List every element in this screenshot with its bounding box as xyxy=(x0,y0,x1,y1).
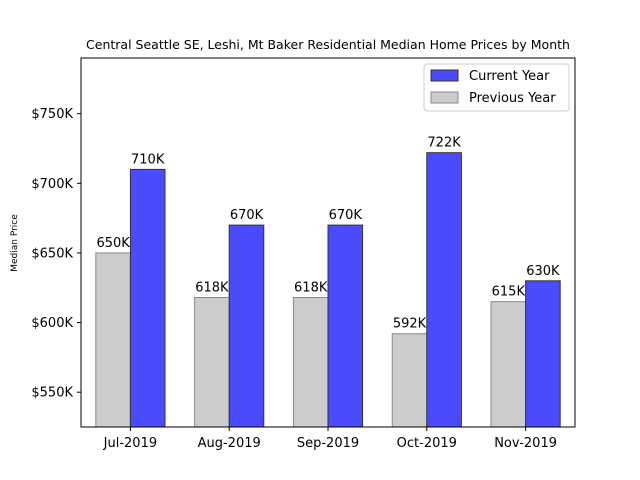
bar-previous-year-aug-2019 xyxy=(194,297,230,428)
data-label-previous-year-oct-2019: 592K xyxy=(393,317,427,332)
y-axis: $550K $600K $650K $700K $750K xyxy=(31,107,81,401)
legend-swatch xyxy=(430,69,459,82)
bar-previous-year-sep-2019 xyxy=(292,297,329,428)
data-label-current-year-nov-2019: 630K xyxy=(526,264,560,279)
bars-group xyxy=(95,152,561,428)
data-label-previous-year-aug-2019: 618K xyxy=(195,281,229,296)
y-axis-label: Median Price xyxy=(10,214,20,272)
legend-label: Previous Year xyxy=(469,91,556,106)
x-tick-label: Oct-2019 xyxy=(397,436,457,451)
bar-current-year-sep-2019 xyxy=(327,224,364,428)
data-label-previous-year-nov-2019: 615K xyxy=(492,285,526,300)
x-tick-label: Jul-2019 xyxy=(103,436,157,451)
chart-title: Central Seattle SE, Leshi, Mt Baker Resi… xyxy=(86,37,570,52)
y-tick-label: $550K xyxy=(31,386,73,401)
bar-current-year-aug-2019 xyxy=(228,224,265,428)
data-label-current-year-oct-2019: 722K xyxy=(427,136,461,151)
legend-label: Current Year xyxy=(469,69,550,84)
x-axis: Jul-2019 Aug-2019 Sep-2019 Oct-2019 Nov-2019 xyxy=(103,427,557,451)
data-label-previous-year-jul-2019: 650K xyxy=(96,236,130,251)
legend-swatch xyxy=(430,91,459,104)
x-tick-label: Aug-2019 xyxy=(198,436,261,451)
y-tick-label: $650K xyxy=(31,246,73,261)
y-tick-label: $750K xyxy=(31,107,73,122)
bar-previous-year-jul-2019 xyxy=(95,252,131,428)
bar-previous-year-oct-2019 xyxy=(391,333,428,428)
x-tick-label: Nov-2019 xyxy=(494,436,557,451)
legend: Current Year Previous Year xyxy=(423,63,570,112)
bar-previous-year-nov-2019 xyxy=(490,301,527,428)
bar-current-year-oct-2019 xyxy=(426,152,462,428)
bar-current-year-nov-2019 xyxy=(525,280,561,428)
legend-box xyxy=(423,63,570,112)
data-label-current-year-jul-2019: 710K xyxy=(131,152,165,167)
data-label-current-year-sep-2019: 670K xyxy=(329,208,363,223)
data-label-previous-year-sep-2019: 618K xyxy=(294,281,328,296)
data-label-current-year-aug-2019: 670K xyxy=(230,208,264,223)
bar-current-year-jul-2019 xyxy=(129,168,166,428)
x-tick-label: Sep-2019 xyxy=(297,436,359,451)
y-tick-label: $600K xyxy=(31,316,73,331)
y-tick-label: $700K xyxy=(31,177,73,192)
